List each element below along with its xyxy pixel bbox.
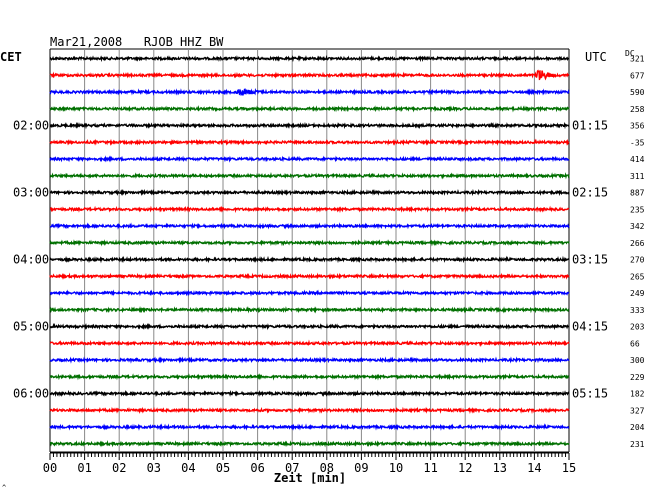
trace-row-22 [49, 423, 570, 431]
x-tick-label: 01 [77, 461, 91, 475]
right-hour-label: 01:15 [572, 119, 608, 133]
dc-values: 321 677 590 258 356 -35 414 311 887 235 342 266 270 2… [630, 55, 645, 449]
trace-row-15 [49, 305, 570, 314]
left-hour-label: 03:00 [13, 186, 49, 200]
x-axis-label: Zeit [min] [274, 471, 346, 485]
trace-row-12 [49, 255, 570, 264]
x-tick-label: 03 [147, 461, 161, 475]
dc-value: 203 [630, 323, 645, 332]
trace-row-21 [49, 406, 570, 415]
trace-row-11 [49, 239, 570, 247]
dc-value: 66 [630, 339, 640, 348]
dc-value: 258 [630, 105, 645, 114]
x-tick-label: 13 [493, 461, 507, 475]
right-hour-label: 05:15 [572, 387, 608, 401]
dc-value: 342 [630, 222, 645, 231]
left-hour-label: 04:00 [13, 253, 49, 267]
trace-row-19 [49, 373, 570, 381]
chart-title: Mar21,2008 RJOB HHZ BW [50, 35, 224, 49]
trace-row-5 [49, 138, 570, 147]
trace-row-7 [49, 172, 570, 180]
x-tick-label: 00 [43, 461, 57, 475]
dc-value: 356 [630, 122, 645, 131]
trace-row-9 [49, 205, 570, 214]
trace-row-16 [49, 322, 570, 331]
dc-value: 887 [630, 189, 645, 198]
left-hour-label: 02:00 [13, 119, 49, 133]
hour-labels: 02:00 03:00 04:00 05:00 06:00 01:15 02:15 03:15… [13, 119, 608, 401]
trace-row-6 [49, 155, 570, 163]
axis-labels: Mar21,2008 RJOB HHZ BW CET UTC DC Zeit [… [0, 35, 635, 492]
x-tick-label: 14 [527, 461, 541, 475]
dc-value: 321 [630, 55, 645, 64]
seismic-traces [49, 54, 570, 448]
dc-value: 204 [630, 423, 645, 432]
x-tick-label: 12 [458, 461, 472, 475]
right-hour-label: 04:15 [572, 320, 608, 334]
dc-value: 229 [630, 373, 645, 382]
x-tick-label: 10 [389, 461, 403, 475]
x-tick-label: 05 [216, 461, 230, 475]
dc-value: 231 [630, 440, 645, 449]
dc-label: DC [625, 49, 635, 58]
corner-mark: ^ [2, 484, 6, 492]
left-hour-label: 05:00 [13, 320, 49, 334]
trace-row-23 [49, 440, 570, 448]
left-hour-label: 06:00 [13, 387, 49, 401]
trace-row-0 [49, 54, 570, 63]
x-tick-label: 11 [423, 461, 437, 475]
trace-row-8 [49, 188, 570, 197]
dc-value: 414 [630, 155, 645, 164]
right-timezone-label: UTC [585, 50, 607, 64]
dc-value: 590 [630, 88, 645, 97]
dc-value: 182 [630, 390, 645, 399]
dc-value: 333 [630, 306, 645, 315]
trace-row-4 [49, 121, 570, 130]
dc-value: 235 [630, 205, 645, 214]
right-hour-label: 03:15 [572, 253, 608, 267]
dc-value: 300 [630, 356, 645, 365]
dc-value: 266 [630, 239, 645, 248]
dc-value: 249 [630, 289, 645, 298]
dc-value: 677 [630, 71, 645, 80]
trace-row-13 [49, 272, 570, 281]
x-tick-label: 04 [181, 461, 195, 475]
grid-lines [49, 48, 570, 453]
dc-value: 311 [630, 172, 645, 181]
left-timezone-label: CET [0, 50, 22, 64]
trace-row-2 [49, 88, 570, 96]
trace-row-3 [49, 105, 570, 113]
trace-row-20 [49, 389, 570, 398]
right-hour-label: 02:15 [572, 186, 608, 200]
dc-value: 270 [630, 256, 645, 265]
trace-row-17 [49, 339, 570, 347]
x-tick-label: 02 [112, 461, 126, 475]
x-axis: 00 01 02 03 04 05 06 07 08 09 10 11 12 13 14 15 [43, 452, 576, 475]
dc-value: 265 [630, 272, 645, 281]
x-tick-label: 15 [562, 461, 576, 475]
dc-value: 327 [630, 406, 645, 415]
dc-value: -35 [630, 138, 645, 147]
x-tick-label: 06 [250, 461, 264, 475]
trace-row-10 [49, 222, 570, 230]
x-tick-label: 08 [320, 461, 334, 475]
x-tick-label: 09 [354, 461, 368, 475]
trace-row-18 [49, 356, 570, 364]
trace-row-1 [49, 69, 570, 81]
trace-row-14 [49, 289, 570, 297]
x-tick-label: 07 [285, 461, 299, 475]
